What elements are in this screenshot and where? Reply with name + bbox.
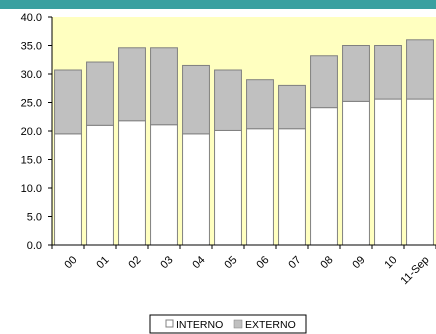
bar-interno-01 [86,124,114,246]
legend-box [149,314,307,334]
bar-interno-04 [182,133,210,246]
y-tick-label: 10.0 [21,183,42,195]
bar-interno-11-sep [406,98,434,246]
x-tick-label: 01 [94,254,111,271]
legend-label-interno: INTERNO [176,319,223,331]
bar-externo-04 [182,64,210,135]
y-tick-label: 40.0 [21,12,42,24]
x-tick-label: 04 [190,254,207,271]
y-axis: 0.0 5.0 10.0 15.0 20.0 25.0 30.0 35.0 40.0 [21,12,52,252]
bar-externo-09 [342,45,370,102]
x-tick-label: 05 [222,254,239,271]
y-tick-label: 15.0 [21,155,42,167]
y-tick-label: 20.0 [21,126,42,138]
x-tick-label: 06 [254,254,271,271]
bar-interno-06 [246,128,274,246]
bar-externo-10 [374,45,402,100]
bar-externo-00 [54,69,82,135]
bar-interno-08 [310,107,338,246]
bar-interno-07 [278,128,306,246]
x-tick-label: 09 [350,254,367,271]
plot-area [52,17,436,245]
x-tick-label: 11-Sep [399,254,432,287]
legend: INTERNO EXTERNO [149,314,307,334]
bar-externo-11-sep [406,39,434,100]
x-axis: 00 01 02 03 04 05 06 07 08 09 10 11-Sep [51,245,436,287]
top-accent-bar [0,0,436,9]
y-tick-label: 30.0 [21,69,42,81]
x-tick-label: 08 [318,254,335,271]
bar-interno-10 [374,98,402,246]
y-tick-label: 25.0 [21,98,42,110]
bar-externo-07 [278,84,306,130]
y-tick-label: 0.0 [27,240,42,252]
bar-externo-06 [246,79,274,130]
x-tick-label: 00 [62,254,79,271]
bar-externo-03 [150,47,178,126]
x-tick-label: 03 [158,254,175,271]
x-tick-label: 02 [126,254,143,271]
bar-interno-03 [150,124,178,246]
legend-swatch-interno [165,319,174,328]
y-tick-label: 5.0 [27,212,42,224]
y-tick-label: 35.0 [21,41,42,53]
x-tick-label: 10 [382,254,399,271]
bar-interno-02 [118,120,146,246]
bar-externo-08 [310,55,338,109]
legend-label-externo: EXTERNO [245,319,296,331]
bars-layer [54,39,434,246]
x-tick-label: 07 [286,254,303,271]
bar-interno-05 [214,129,242,246]
bar-externo-02 [118,47,146,122]
legend-swatch-externo [233,319,243,329]
bar-interno-09 [342,100,370,246]
bar-externo-05 [214,69,242,131]
bar-interno-00 [54,133,82,246]
bar-externo-01 [86,61,114,126]
